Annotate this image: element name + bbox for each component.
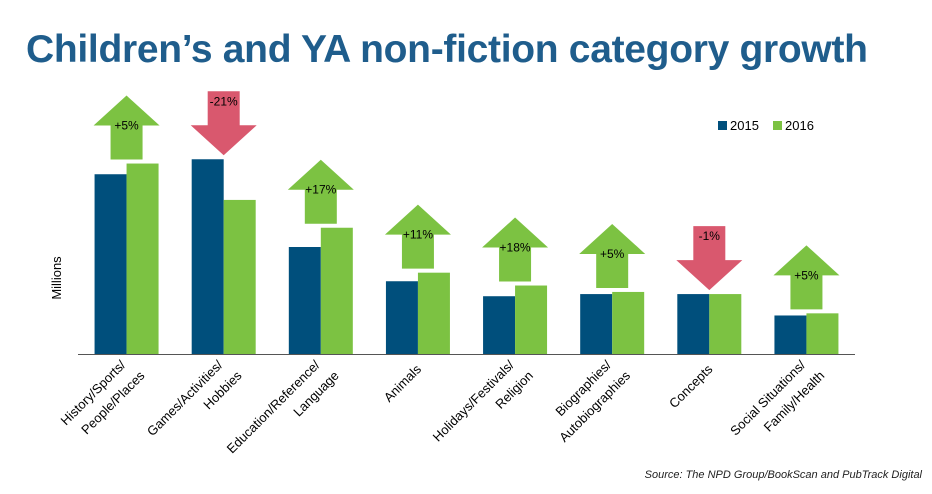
bar-2015-5 bbox=[580, 294, 613, 354]
bar-2016-7 bbox=[806, 313, 839, 354]
change-label-2: +17% bbox=[305, 183, 336, 197]
bar-2016-6 bbox=[709, 294, 742, 354]
y-axis-label: Millions bbox=[49, 256, 64, 300]
change-label-4: +18% bbox=[500, 241, 531, 255]
category-label-line: Concepts bbox=[666, 361, 716, 411]
down-arrow-6 bbox=[676, 226, 743, 291]
chart-title: Children’s and YA non-fiction category g… bbox=[26, 28, 868, 71]
bar-2016-2 bbox=[320, 227, 353, 354]
bar-2015-1 bbox=[191, 159, 224, 354]
down-arrow-1 bbox=[190, 91, 257, 156]
bar-2015-6 bbox=[677, 294, 710, 354]
up-arrow-4 bbox=[482, 217, 549, 282]
category-label-4: Holidays/Festivals/Religion bbox=[430, 353, 536, 459]
up-arrow-5 bbox=[579, 223, 646, 288]
category-label-line: Animals bbox=[381, 361, 425, 405]
bar-2016-5 bbox=[612, 291, 645, 354]
up-arrow-3 bbox=[384, 204, 451, 269]
legend-label-2015: 2015 bbox=[730, 118, 759, 133]
bar-2015-2 bbox=[288, 247, 321, 354]
category-label-6: Concepts bbox=[666, 361, 716, 411]
change-label-3: +11% bbox=[403, 228, 433, 242]
bar-2016-4 bbox=[515, 285, 548, 354]
source-note: Source: The NPD Group/BookScan and PubTr… bbox=[644, 469, 922, 481]
up-arrow-0 bbox=[93, 95, 160, 160]
bar-2015-3 bbox=[385, 281, 418, 354]
bar-2015-4 bbox=[483, 296, 516, 354]
bar-2015-7 bbox=[774, 315, 807, 354]
category-label-2: Education/Reference/Language bbox=[224, 353, 342, 471]
category-label-7: Social Situations/Family/Health bbox=[727, 353, 827, 453]
legend-swatch-2016 bbox=[773, 121, 782, 130]
up-arrow-2 bbox=[287, 159, 354, 224]
change-label-6: -1% bbox=[699, 229, 721, 243]
change-label-0: +5% bbox=[114, 119, 139, 133]
change-label-7: +5% bbox=[794, 268, 819, 282]
up-arrow-7 bbox=[773, 245, 840, 310]
bar-2015-0 bbox=[94, 174, 127, 354]
change-label-1: -21% bbox=[210, 94, 238, 108]
legend-label-2016: 2016 bbox=[785, 118, 814, 133]
legend-swatch-2015 bbox=[718, 121, 727, 130]
change-label-5: +5% bbox=[600, 247, 625, 261]
category-label-0: History/Sports/People/Places bbox=[58, 353, 148, 443]
category-label-5: Biographies/Autobiographies bbox=[541, 353, 633, 445]
bar-2016-0 bbox=[126, 163, 159, 354]
bar-2016-1 bbox=[223, 199, 256, 354]
category-label-3: Animals bbox=[381, 361, 425, 405]
bar-2016-3 bbox=[417, 272, 450, 354]
